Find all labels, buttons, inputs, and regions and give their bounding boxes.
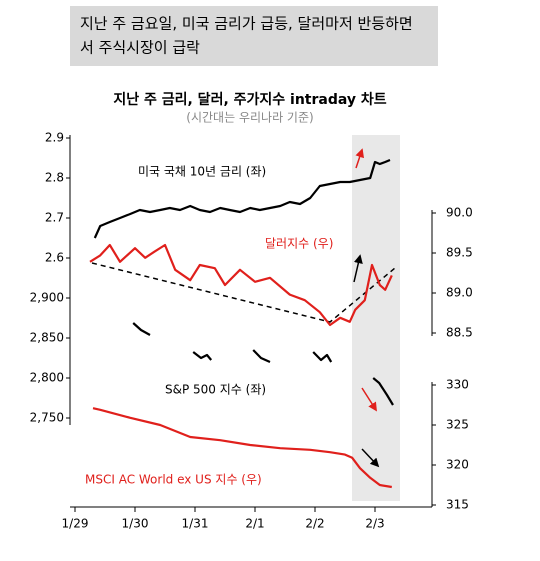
y2-tick-label: 89.5 (446, 246, 473, 260)
y-tick-label: 2,850 (30, 331, 64, 345)
chart-subtitle: (시간대는 우리나라 기준) (186, 111, 313, 125)
x-tick-label: 2/1 (245, 517, 264, 531)
series-label: S&P 500 지수 (좌) (165, 383, 266, 397)
x-tick-label: 2/3 (365, 517, 384, 531)
series-label: 미국 국채 10년 금리 (좌) (138, 165, 266, 179)
y-tick-label: 2.7 (45, 211, 64, 225)
arrow (355, 148, 364, 169)
arrow (361, 387, 377, 412)
y-tick-label: 2.9 (45, 131, 64, 145)
y2-tick-label: 330 (446, 378, 469, 392)
y-tick-label: 2.8 (45, 171, 64, 185)
series-line (132, 322, 394, 406)
y-tick-label: 2,900 (30, 291, 64, 305)
trend-line (91, 262, 396, 323)
y2-tick-label: 89.0 (446, 286, 473, 300)
series-line (89, 243, 393, 327)
y2-tick-label: 90.0 (446, 206, 473, 220)
header-box (70, 6, 438, 66)
series-line (92, 407, 392, 489)
chart-title: 지난 주 금리, 달러, 주가지수 intraday 차트 (113, 91, 386, 108)
arrow (353, 254, 363, 283)
y2-tick-label: 325 (446, 418, 469, 432)
y-tick-label: 2,750 (30, 411, 64, 425)
header-line: 지난 주 금요일, 미국 금리가 급등, 달러마저 반등하면 (80, 15, 413, 33)
x-tick-label: 1/29 (62, 517, 89, 531)
y2-tick-label: 315 (446, 498, 469, 512)
y-tick-label: 2,800 (30, 371, 64, 385)
x-tick-label: 2/2 (305, 517, 324, 531)
series-line (93, 158, 391, 239)
x-tick-label: 1/31 (182, 517, 209, 531)
y2-tick-label: 320 (446, 458, 469, 472)
arrow (361, 448, 380, 468)
y-tick-label: 2.6 (45, 251, 64, 265)
series-label: 달러지수 (우) (265, 237, 333, 251)
x-tick-label: 1/30 (122, 517, 149, 531)
highlight-region (352, 135, 400, 501)
y2-tick-label: 88.5 (446, 326, 473, 340)
header-line: 서 주식시장이 급락 (80, 39, 200, 57)
series-label: MSCI AC World ex US 지수 (우) (85, 473, 262, 487)
